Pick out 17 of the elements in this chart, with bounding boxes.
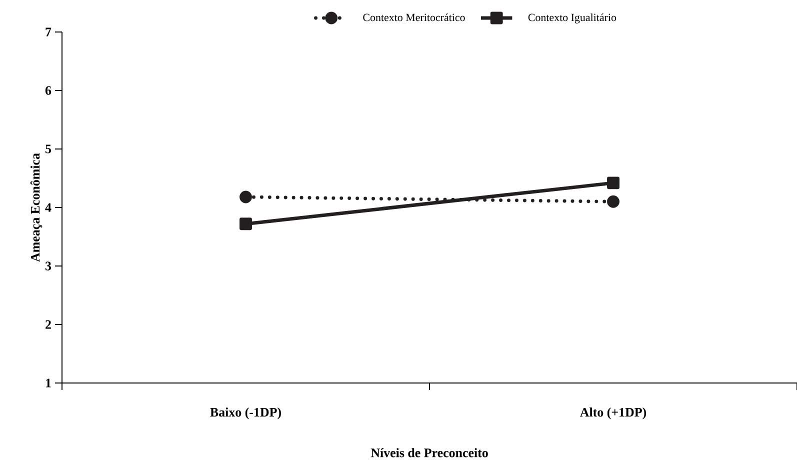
legend-label: Contexto Igualitário [528,13,616,24]
point [240,218,252,230]
y-tick-label: 2 [46,320,51,329]
point [240,190,252,204]
y-tick-label: 7 [46,28,52,36]
legend-label: Contexto Meritocrático [363,13,465,22]
x-tick-label: Alto (+1DP) [580,408,646,420]
y-tick-label: 4 [45,203,52,212]
y-tick-label: 1 [46,378,51,388]
point [607,195,620,208]
x-tick-label: Baixo (-1DP) [210,408,281,420]
y-axis-title: Ameaça Econômica [30,153,42,262]
x-axis-title: Níveis de Preconceito [370,448,488,458]
point [607,176,620,190]
y-tick-label: 3 [45,262,52,270]
y-tick-label: 5 [46,144,52,154]
y-tick-label: 6 [45,86,52,95]
